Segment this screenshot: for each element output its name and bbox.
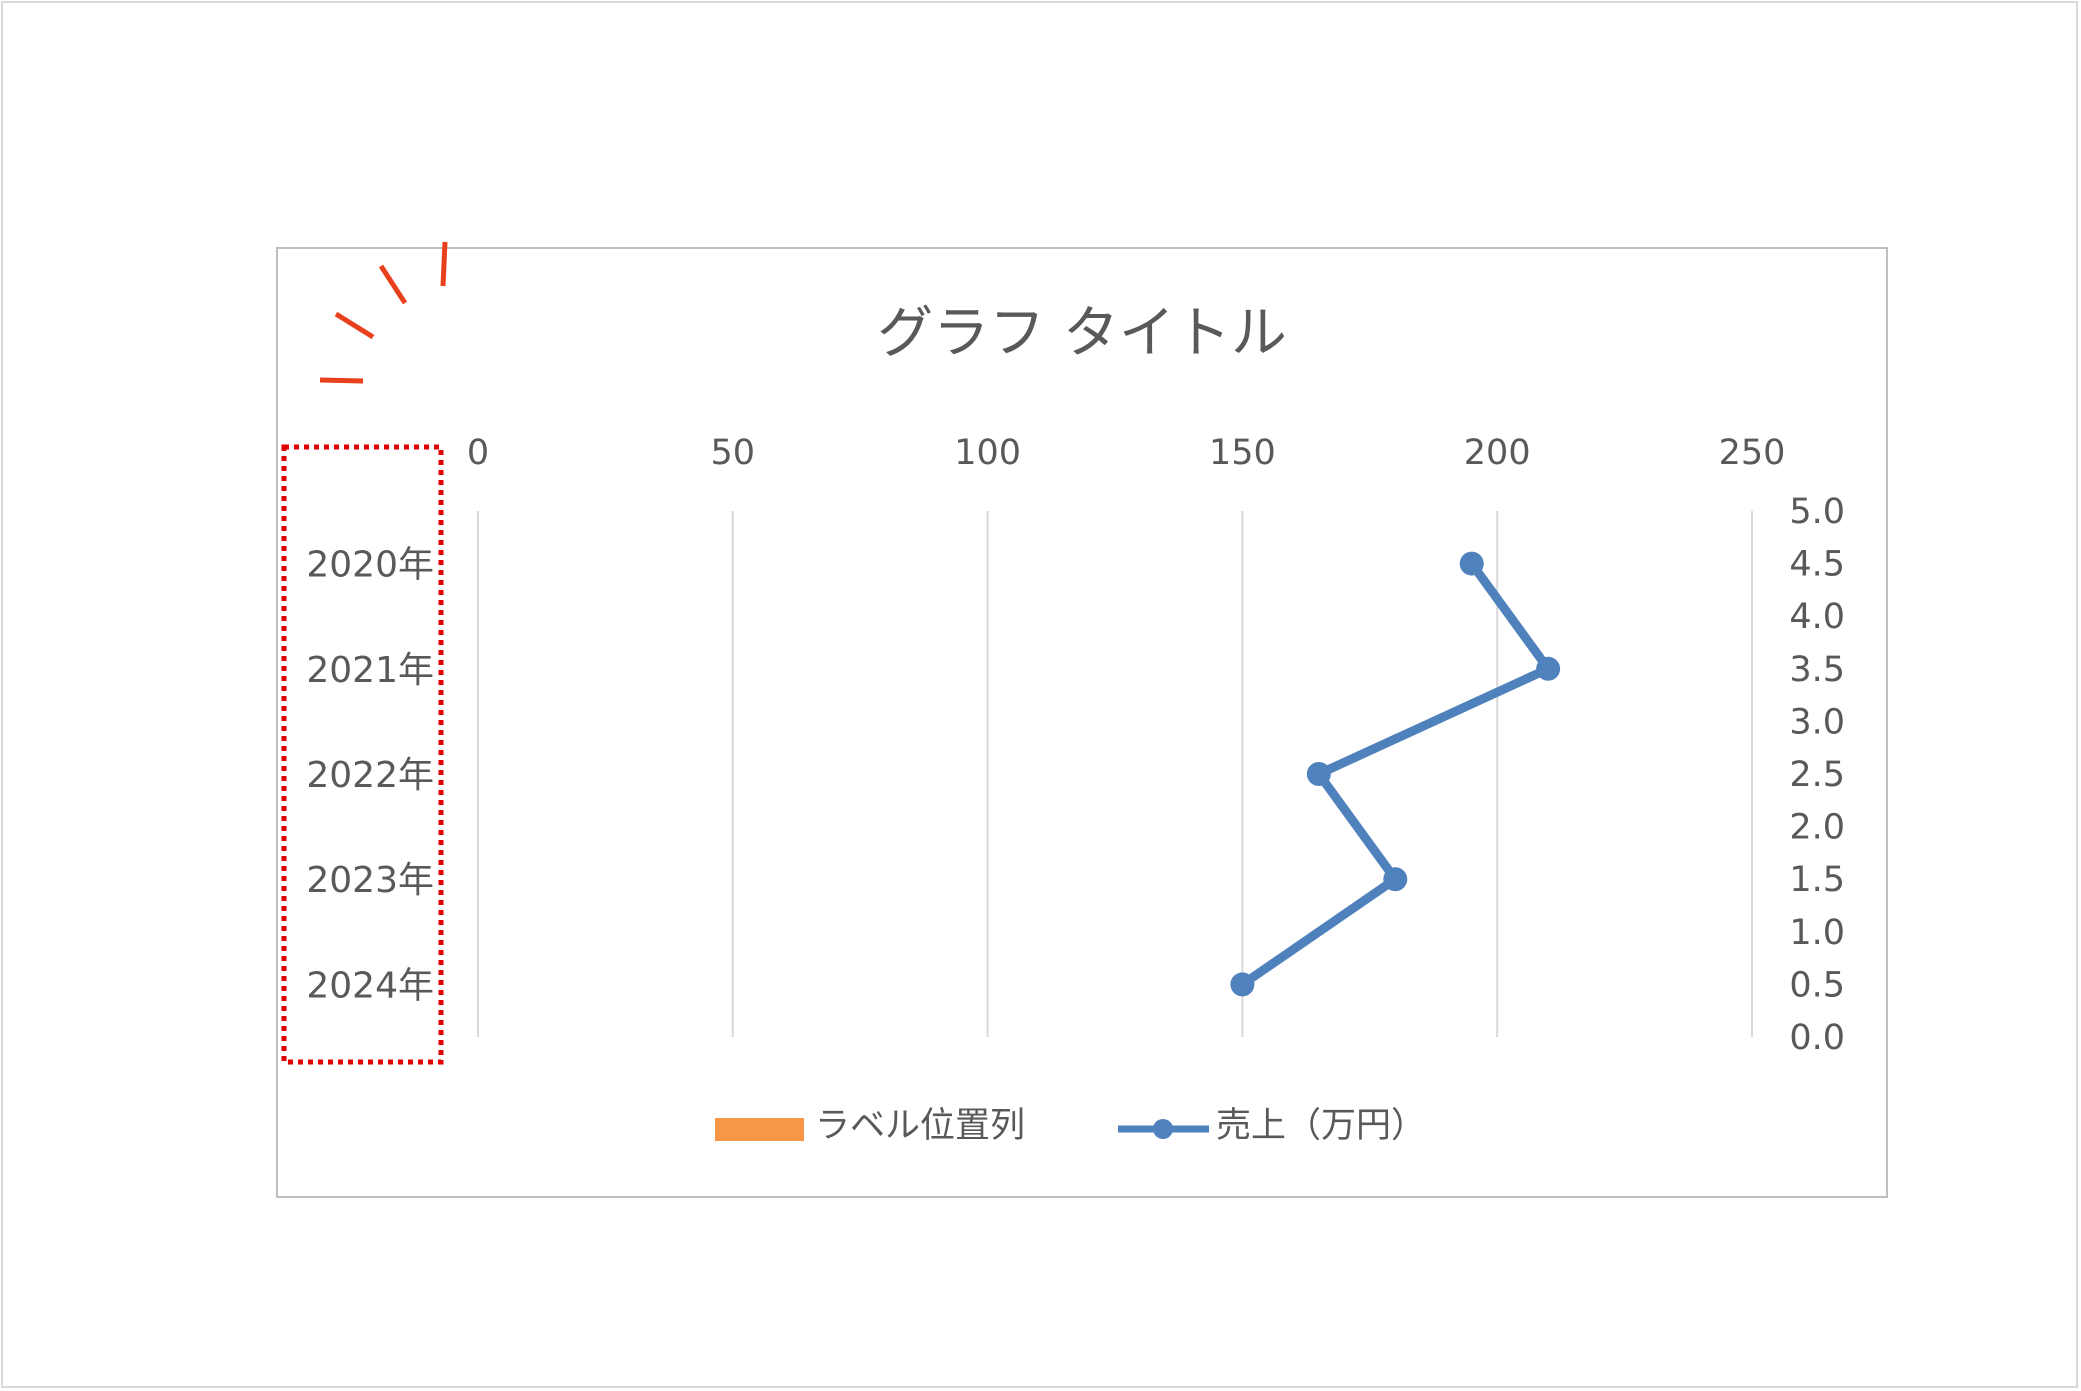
accent-line xyxy=(440,241,448,287)
x-axis-tick-labels: 0 50 100 150 200 250 xyxy=(467,433,1786,473)
category-label: 2021年 xyxy=(306,650,434,691)
category-label: 2022年 xyxy=(306,755,434,796)
y-tick-label: 4.5 xyxy=(1789,545,1845,585)
chart-title: グラフ タイトル xyxy=(877,301,1287,366)
accent-line xyxy=(378,264,408,305)
category-labels: 2020年 2021年 2022年 2023年 2024年 xyxy=(306,545,434,1007)
accent-line xyxy=(319,377,364,384)
legend-swatch-label-column xyxy=(715,1118,804,1141)
sales-point xyxy=(1536,656,1561,681)
x-tick-label: 100 xyxy=(954,433,1021,473)
accent-line xyxy=(334,311,375,340)
y-tick-label: 3.5 xyxy=(1789,650,1845,690)
y-tick-label: 0.5 xyxy=(1789,965,1845,1005)
legend-label-label-column: ラベル位置列 xyxy=(815,1106,1025,1146)
sales-point xyxy=(1459,551,1484,576)
legend-label-sales: 売上（万円） xyxy=(1216,1106,1426,1146)
x-tick-label: 0 xyxy=(467,433,489,473)
sales-series xyxy=(1230,551,1561,997)
x-tick-label: 150 xyxy=(1209,433,1276,473)
y-tick-label: 0.0 xyxy=(1789,1018,1845,1058)
category-label: 2024年 xyxy=(306,965,434,1006)
legend: ラベル位置列 売上（万円） xyxy=(715,1106,1426,1146)
y-tick-label: 5.0 xyxy=(1789,492,1845,532)
sales-point xyxy=(1230,972,1255,997)
y-tick-label: 3.0 xyxy=(1789,702,1845,742)
sales-point xyxy=(1306,762,1331,786)
y-tick-label: 2.0 xyxy=(1789,808,1845,848)
y-tick-label: 4.0 xyxy=(1789,597,1845,637)
legend-swatch-sales-marker xyxy=(1153,1119,1173,1139)
highlight-box xyxy=(281,444,444,1065)
callout-accent-lines xyxy=(319,241,448,384)
x-tick-label: 200 xyxy=(1464,433,1531,473)
y-tick-label: 1.0 xyxy=(1789,913,1845,953)
chart-area xyxy=(276,247,1888,1198)
y-axis-tick-labels: 0.0 0.5 1.0 1.5 2.0 2.5 3.0 3.5 4.0 4.5 5.0 xyxy=(1789,492,1845,1058)
category-label: 2020年 xyxy=(306,545,434,586)
x-tick-label: 50 xyxy=(711,433,756,473)
x-tick-label: 250 xyxy=(1719,433,1786,473)
category-label: 2023年 xyxy=(306,860,434,901)
sales-point xyxy=(1383,867,1408,892)
y-tick-label: 1.5 xyxy=(1789,860,1845,900)
y-tick-label: 2.5 xyxy=(1789,755,1845,795)
